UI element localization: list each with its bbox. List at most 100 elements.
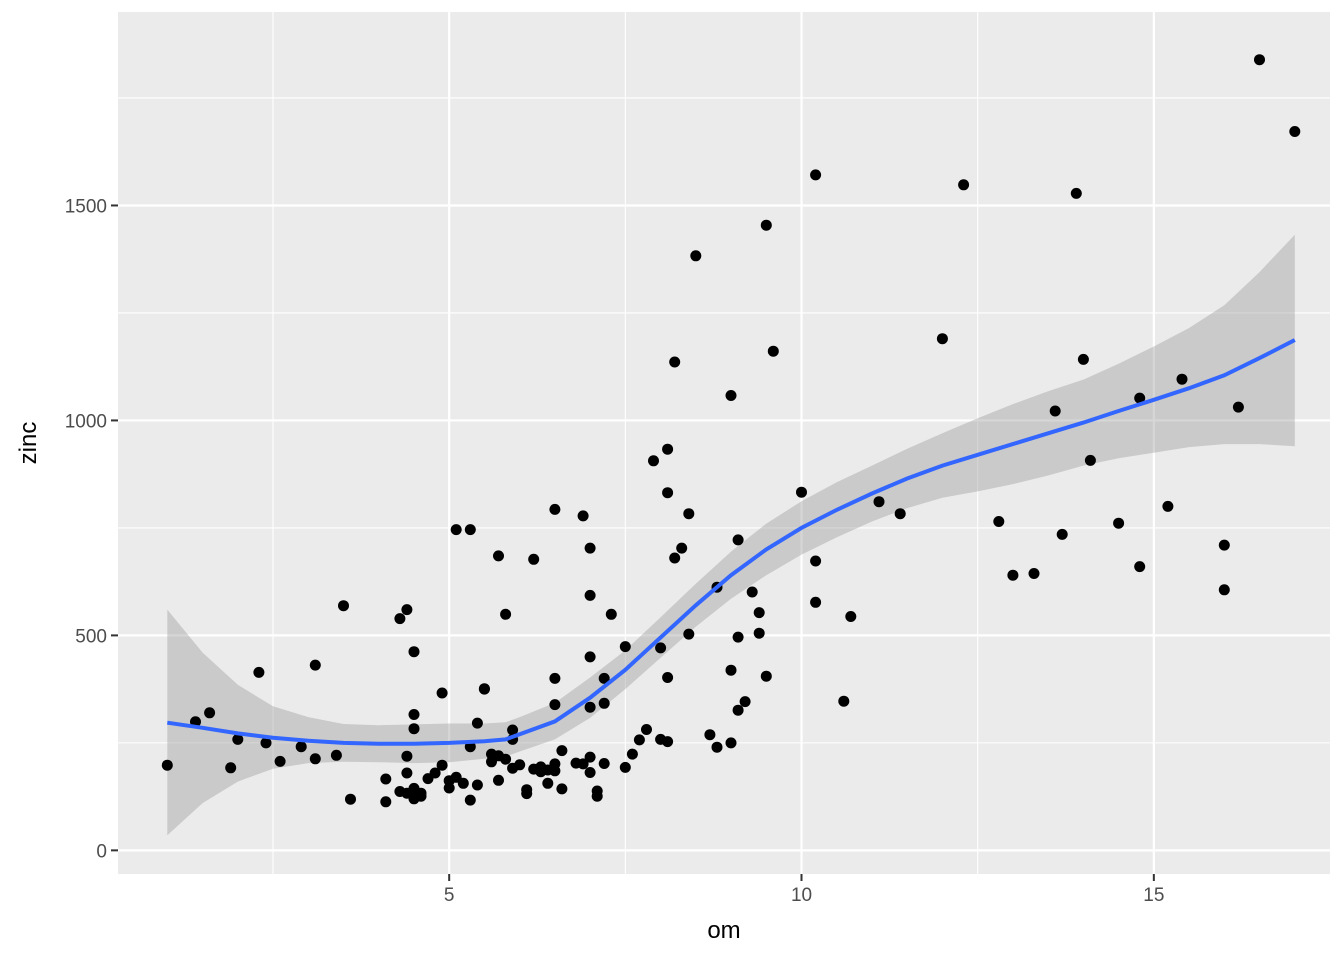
y-tick-label: 500 bbox=[75, 626, 107, 647]
data-point bbox=[619, 761, 631, 773]
data-point bbox=[810, 555, 822, 567]
data-point bbox=[464, 524, 476, 536]
data-point bbox=[408, 723, 420, 735]
data-point bbox=[493, 774, 504, 786]
data-point bbox=[577, 510, 589, 522]
data-point bbox=[309, 753, 321, 765]
data-point bbox=[493, 550, 504, 562]
data-point bbox=[457, 777, 469, 789]
x-axis-title: om bbox=[707, 917, 740, 944]
data-point bbox=[549, 503, 561, 515]
data-point bbox=[655, 642, 667, 654]
data-point bbox=[260, 737, 272, 749]
data-point bbox=[711, 741, 723, 753]
data-point bbox=[253, 666, 265, 678]
data-point bbox=[345, 793, 356, 805]
data-point bbox=[542, 777, 554, 789]
data-point bbox=[704, 729, 716, 741]
data-point bbox=[514, 759, 526, 771]
data-point bbox=[401, 767, 413, 779]
x-axis: 5 10 15 bbox=[444, 874, 1164, 906]
data-point bbox=[415, 787, 427, 799]
data-point bbox=[796, 486, 807, 498]
data-point bbox=[309, 659, 321, 671]
data-point bbox=[993, 516, 1005, 527]
data-point bbox=[760, 219, 772, 231]
data-point bbox=[401, 750, 413, 762]
data-point bbox=[556, 783, 568, 795]
data-point bbox=[662, 443, 674, 455]
x-tick-label: 5 bbox=[444, 885, 455, 906]
data-point bbox=[584, 589, 596, 601]
data-point bbox=[1218, 539, 1230, 551]
data-point bbox=[429, 767, 441, 779]
data-point bbox=[760, 670, 772, 682]
data-point bbox=[330, 749, 342, 761]
data-point bbox=[500, 753, 512, 765]
data-point bbox=[225, 762, 237, 774]
data-point bbox=[1289, 126, 1301, 137]
data-point bbox=[1007, 569, 1019, 581]
data-point bbox=[464, 794, 476, 806]
data-point bbox=[584, 767, 596, 778]
data-point bbox=[556, 745, 568, 757]
data-point bbox=[732, 631, 744, 643]
data-point bbox=[838, 695, 850, 707]
data-point bbox=[1113, 517, 1125, 529]
data-point bbox=[338, 600, 349, 612]
data-point bbox=[1134, 392, 1146, 404]
data-point bbox=[1218, 584, 1230, 596]
y-tick-label: 1000 bbox=[65, 411, 107, 432]
data-point bbox=[669, 356, 681, 368]
data-point bbox=[394, 613, 406, 625]
data-point bbox=[810, 596, 822, 608]
data-point bbox=[436, 687, 448, 699]
data-point bbox=[936, 333, 948, 345]
data-point bbox=[584, 651, 596, 663]
data-point bbox=[845, 611, 857, 622]
data-point bbox=[641, 724, 652, 735]
data-point bbox=[1176, 373, 1188, 385]
data-point bbox=[584, 542, 596, 554]
data-point bbox=[662, 487, 674, 499]
data-point bbox=[549, 765, 561, 777]
data-point bbox=[676, 542, 688, 554]
data-point bbox=[753, 627, 765, 639]
major-grid bbox=[118, 12, 1330, 874]
data-point bbox=[507, 724, 519, 736]
data-point bbox=[725, 737, 737, 749]
data-point bbox=[408, 646, 420, 658]
x-tick-label: 15 bbox=[1143, 885, 1164, 906]
data-point bbox=[478, 683, 490, 695]
data-point bbox=[549, 672, 561, 684]
data-point bbox=[746, 586, 758, 598]
y-tick-label: 1500 bbox=[65, 196, 107, 217]
panel-background bbox=[118, 12, 1330, 874]
data-point bbox=[1134, 561, 1146, 573]
data-point bbox=[619, 641, 631, 653]
smooth-line bbox=[167, 338, 1296, 746]
data-point bbox=[549, 699, 561, 711]
data-point bbox=[521, 788, 533, 800]
data-point bbox=[1070, 187, 1082, 199]
data-point bbox=[732, 534, 744, 546]
data-point bbox=[662, 736, 674, 748]
data-point bbox=[1162, 500, 1174, 512]
x-tick-label: 10 bbox=[791, 885, 812, 906]
data-point bbox=[894, 508, 906, 520]
data-point bbox=[683, 508, 695, 520]
data-point bbox=[1084, 454, 1096, 466]
data-point bbox=[958, 179, 970, 191]
data-point bbox=[605, 608, 617, 620]
data-point bbox=[690, 250, 702, 262]
data-points bbox=[161, 54, 1301, 808]
data-point bbox=[873, 496, 885, 508]
data-point bbox=[1056, 528, 1068, 540]
data-point bbox=[380, 773, 392, 785]
data-point bbox=[662, 672, 674, 683]
data-point bbox=[598, 672, 610, 684]
data-point bbox=[648, 455, 659, 467]
data-point bbox=[767, 345, 779, 357]
data-point bbox=[471, 717, 483, 729]
data-point bbox=[380, 796, 392, 808]
